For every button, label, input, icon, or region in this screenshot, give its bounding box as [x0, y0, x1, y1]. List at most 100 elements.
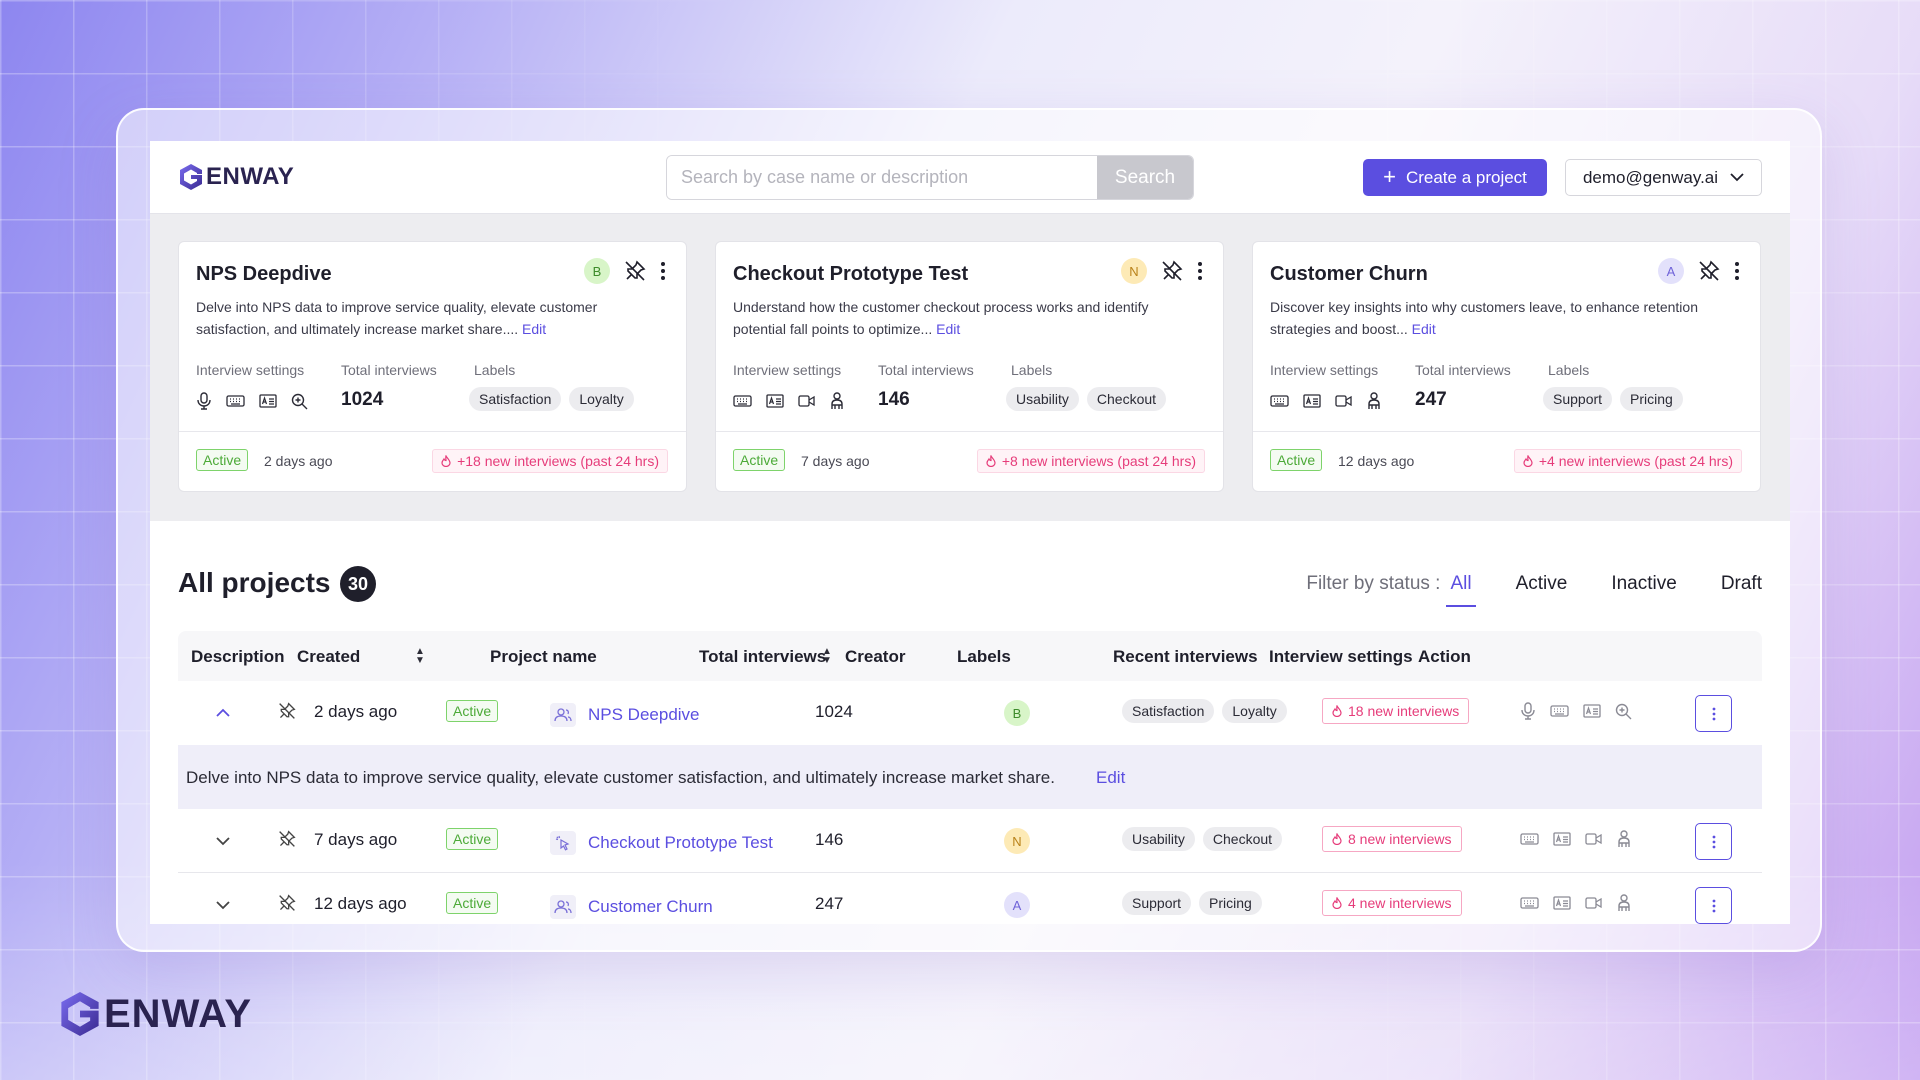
labels-label: Labels [1548, 362, 1590, 378]
video-icon [798, 394, 815, 408]
table-row[interactable]: 7 days ago Active Checkout Prototype Tes… [178, 809, 1762, 873]
label-chip[interactable]: Loyalty [569, 387, 634, 411]
create-project-button[interactable]: + Create a project [1363, 159, 1547, 196]
creator-avatar: B [584, 258, 610, 284]
project-name-link[interactable]: Customer Churn [588, 897, 713, 916]
label-chip[interactable]: Pricing [1620, 387, 1683, 411]
video-icon [1585, 832, 1602, 846]
label-chip[interactable]: Support [1543, 387, 1613, 411]
unpin-icon[interactable] [1161, 260, 1183, 282]
id-card-icon [1303, 394, 1321, 408]
creator-avatar: A [1004, 892, 1030, 918]
top-header: ENWAY Search + Create a project demo@gen… [150, 141, 1790, 214]
filter-draft[interactable]: Draft [1720, 573, 1762, 594]
card-header-icons: B [584, 258, 666, 284]
table-row[interactable]: 2 days ago Active NPS Deepdive 1024 B Sa… [178, 681, 1762, 745]
more-vertical-icon[interactable] [1197, 261, 1203, 281]
labels-label: Labels [1011, 362, 1053, 378]
row-labels: Usability Checkout [1122, 827, 1283, 851]
search-input[interactable] [667, 156, 1097, 199]
creator-avatar: B [1004, 700, 1030, 726]
card-labels: Satisfaction Loyalty [469, 387, 634, 411]
search-button[interactable]: Search [1097, 156, 1193, 199]
person-icon [829, 392, 845, 410]
label-chip[interactable]: Checkout [1202, 827, 1283, 851]
account-dropdown[interactable]: demo@genway.ai [1565, 159, 1762, 196]
interview-settings-label: Interview settings [1270, 362, 1379, 378]
flame-icon [986, 455, 996, 467]
status-filter: Filter by status : All Active Inactive D… [1306, 573, 1762, 607]
project-name-link[interactable]: NPS Deepdive [588, 705, 700, 724]
users-icon [550, 703, 576, 727]
recent-interviews-text: 8 new interviews [1348, 831, 1452, 847]
label-chip[interactable]: Checkout [1086, 387, 1167, 411]
row-setting-icons [1520, 702, 1632, 720]
expanded-description: Delve into NPS data to improve service q… [178, 745, 1762, 809]
genway-logo[interactable]: ENWAY [178, 163, 294, 191]
mic-icon [1520, 702, 1536, 720]
chevron-up-icon[interactable] [215, 708, 231, 718]
card-description: Delve into NPS data to improve service q… [196, 296, 636, 340]
column-created[interactable]: Created [297, 647, 361, 666]
label-chip[interactable]: Satisfaction [1122, 699, 1215, 723]
label-chip[interactable]: Usability [1006, 387, 1079, 411]
label-chip[interactable]: Support [1122, 891, 1192, 915]
filter-all[interactable]: All [1446, 573, 1476, 607]
column-interview-settings: Interview settings [1269, 647, 1413, 666]
more-vertical-icon[interactable] [1734, 261, 1740, 281]
column-description: Description [191, 647, 285, 666]
recent-interviews-badge: 8 new interviews [1322, 826, 1462, 852]
table-row[interactable]: 12 days ago Active Customer Churn 247 A … [178, 873, 1762, 924]
card-created-ago: 12 days ago [1338, 453, 1415, 469]
id-card-icon [766, 394, 784, 408]
recent-interviews-text: 4 new interviews [1348, 895, 1452, 911]
filter-active[interactable]: Active [1515, 573, 1568, 594]
chevron-down-icon[interactable] [215, 836, 231, 846]
project-card[interactable]: NPS Deepdive B Delve into NPS data to im… [178, 241, 687, 492]
id-card-icon [1553, 832, 1571, 846]
app-window: ENWAY Search + Create a project demo@gen… [150, 141, 1790, 924]
featured-cards: NPS Deepdive B Delve into NPS data to im… [178, 241, 1761, 492]
recent-interviews-badge: +18 new interviews (past 24 hrs) [432, 449, 668, 473]
total-interviews: 247 [815, 894, 844, 913]
project-card[interactable]: Checkout Prototype Test N Understand how… [715, 241, 1224, 492]
row-action-button[interactable] [1695, 695, 1732, 732]
zoom-icon [291, 393, 308, 410]
card-divider [716, 431, 1223, 432]
chevron-down-icon[interactable] [215, 900, 231, 910]
row-action-button[interactable] [1695, 823, 1732, 860]
card-edit-link[interactable]: Edit [936, 321, 961, 337]
account-email: demo@genway.ai [1582, 167, 1719, 187]
id-card-icon [1553, 896, 1571, 910]
status-badge: Active [446, 828, 499, 850]
recent-interviews-text: +18 new interviews (past 24 hrs) [457, 453, 659, 469]
row-action-button[interactable] [1695, 887, 1732, 924]
label-chip[interactable]: Usability [1122, 827, 1195, 851]
more-vertical-icon [1712, 899, 1715, 912]
card-edit-link[interactable]: Edit [522, 321, 547, 337]
column-total-interviews[interactable]: Total interviews [699, 647, 827, 666]
unpin-icon[interactable] [278, 830, 296, 848]
label-chip[interactable]: Loyalty [1222, 699, 1287, 723]
sort-created-icon[interactable]: ▲ ▼ [415, 646, 425, 666]
zoom-icon [1615, 703, 1632, 720]
expanded-edit-link[interactable]: Edit [1096, 768, 1126, 787]
sort-total-icon[interactable]: ▲ ▼ [822, 646, 832, 666]
label-chip[interactable]: Satisfaction [469, 387, 562, 411]
mic-icon [196, 392, 212, 410]
card-description: Understand how the customer checkout pro… [733, 296, 1173, 340]
project-name-link[interactable]: Checkout Prototype Test [588, 833, 773, 852]
filter-inactive[interactable]: Inactive [1611, 573, 1677, 594]
unpin-icon[interactable] [1698, 260, 1720, 282]
label-chip[interactable]: Pricing [1199, 891, 1262, 915]
more-vertical-icon[interactable] [660, 261, 666, 281]
recent-interviews-text: 18 new interviews [1348, 703, 1460, 719]
card-edit-link[interactable]: Edit [1411, 321, 1436, 337]
id-card-icon [1583, 704, 1601, 718]
keyboard-icon [733, 394, 752, 408]
project-card[interactable]: Customer Churn A Discover key insights i… [1252, 241, 1761, 492]
unpin-icon[interactable] [278, 894, 296, 912]
unpin-icon[interactable] [278, 702, 296, 720]
flame-icon [441, 455, 451, 467]
unpin-icon[interactable] [624, 260, 646, 282]
